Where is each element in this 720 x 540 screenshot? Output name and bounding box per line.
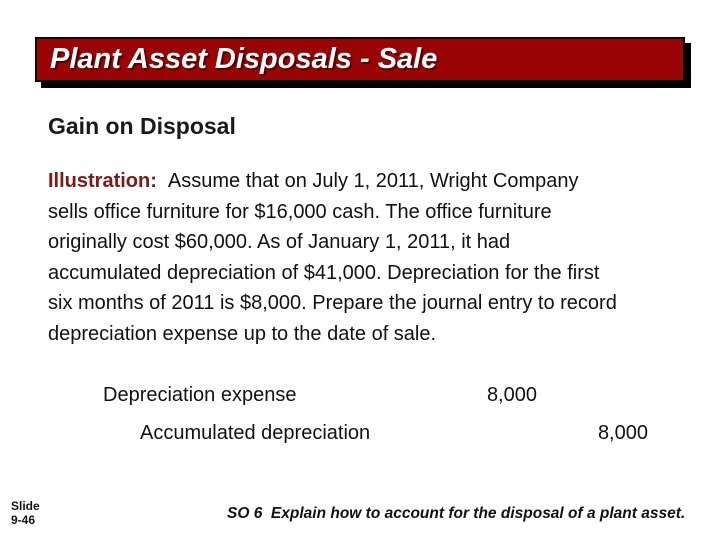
journal-debit-amount: 8,000 bbox=[486, 384, 537, 406]
paragraph-line: accumulated depreciation of $41,000. Dep… bbox=[48, 261, 600, 284]
slide-title: Plant Asset Disposals - Sale bbox=[50, 43, 438, 75]
journal-credit-account: Accumulated depreciation bbox=[140, 422, 371, 444]
learning-objective-text: SO 6 Explain how to account for the disp… bbox=[227, 505, 686, 522]
illustration-paragraph: Illustration: Assume that on July 1, 2011… bbox=[48, 166, 698, 349]
journal-debit-account: Depreciation expense bbox=[103, 384, 297, 406]
slide-number-value: 9-46 bbox=[11, 513, 36, 527]
section-heading: Gain on Disposal bbox=[48, 113, 236, 139]
slide-number-block: Slide 9-46 bbox=[11, 499, 40, 527]
paragraph-line: Illustration: Assume that on July 1, 2011… bbox=[48, 166, 698, 197]
slide-number-label: Slide bbox=[11, 499, 40, 513]
journal-credit-amount: 8,000 bbox=[597, 422, 648, 444]
paragraph-line: sells office furniture for $16,000 cash.… bbox=[48, 200, 552, 223]
title-bar: Plant Asset Disposals - Sale bbox=[35, 37, 685, 82]
paragraph-line: originally cost $60,000. As of January 1… bbox=[48, 231, 511, 253]
paragraph-line: depreciation expense up to the date of s… bbox=[48, 322, 437, 345]
paragraph-line: six months of 2011 is $8,000. Prepare th… bbox=[48, 292, 617, 314]
paragraph-text: Assume that on July 1, 2011, Wright Comp… bbox=[167, 170, 579, 192]
illustration-label: Illustration: bbox=[48, 170, 157, 192]
